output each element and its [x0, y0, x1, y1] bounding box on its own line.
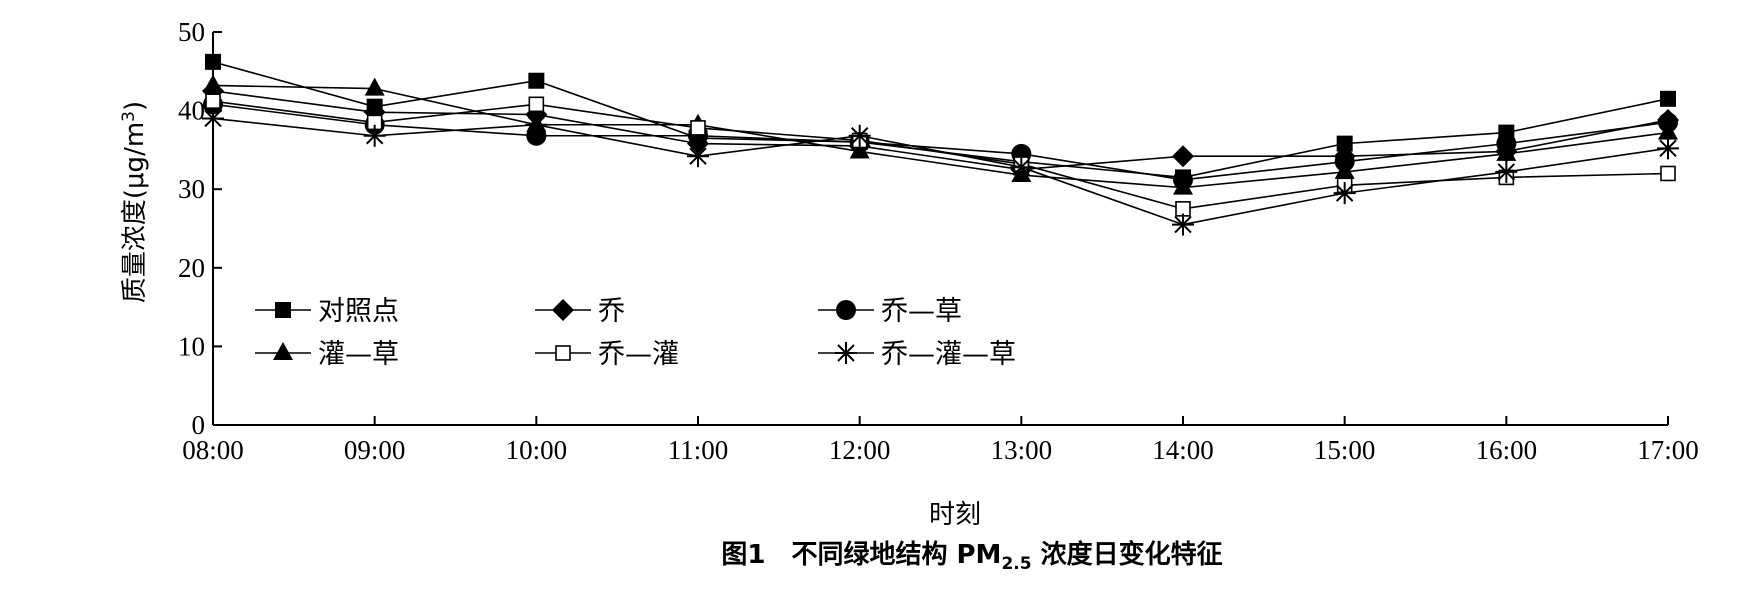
series-4-point-14-00 [1173, 176, 1193, 195]
y-axis-title-sup: 3 [119, 111, 139, 122]
series-layer [202, 53, 1679, 236]
series-5-point-08-00 [205, 93, 221, 109]
legend-marker-5 [555, 345, 571, 361]
series-2-line [212, 90, 1669, 171]
caption-subscript: 2.5 [1001, 554, 1031, 574]
series-1-point-15-00 [1336, 135, 1353, 152]
legend-item-1: 对照点 [255, 296, 399, 327]
series-5-point-11-00 [690, 120, 706, 136]
legend-label-5: 乔—灌 [598, 339, 679, 370]
x-tick-label-08-00: 08:00 [182, 435, 244, 465]
series-5-point-10-00 [528, 96, 545, 113]
series-4-line [212, 84, 1669, 189]
series-4-point-08-00 [203, 74, 223, 93]
x-tick-label-14-00: 14:00 [1152, 435, 1214, 465]
legend-item-5: 乔—灌 [535, 339, 679, 370]
series-4-point-17-00 [1658, 121, 1678, 140]
legend-item-4: 灌—草 [255, 339, 399, 370]
series-1-point-10-00 [528, 72, 545, 89]
series-4 [203, 74, 1678, 195]
legend-label-4: 灌—草 [318, 339, 399, 370]
series-6-point-16-00 [1495, 160, 1518, 183]
legend-item-2: 乔 [535, 296, 625, 327]
series-4-point-12-00 [849, 140, 870, 159]
series-6-point-15-00 [1333, 182, 1356, 205]
x-tick-label-16-00: 16:00 [1476, 435, 1538, 465]
x-tick-label-17-00: 17:00 [1637, 435, 1699, 465]
y-tick-label-50: 50 [178, 17, 205, 47]
legend-marker-3 [836, 300, 856, 320]
series-6-point-17-00 [1657, 137, 1679, 160]
series-5-line [212, 100, 1669, 210]
series-2 [202, 79, 1679, 181]
series-6-point-12-00 [848, 124, 871, 147]
series-4-point-09-00 [364, 77, 385, 96]
y-tick-label-40: 40 [178, 96, 205, 126]
series-6-point-10-00 [525, 113, 548, 136]
legend-marker-1 [275, 302, 291, 318]
caption-prefix: 图1 不同绿地结构 PM [721, 540, 1001, 570]
series-4-point-16-00 [1496, 142, 1517, 161]
y-tick-label-30: 30 [178, 174, 205, 204]
legend-label-1: 对照点 [318, 296, 399, 327]
series-1 [205, 53, 1676, 186]
y-axis-title-main: 质量浓度(μg/m [120, 122, 150, 303]
series-6-point-09-00 [363, 124, 386, 147]
legend: 对照点 乔 乔—草灌—草 乔—灌 乔—灌—草 [255, 296, 1016, 370]
series-1-point-08-00 [205, 53, 221, 70]
x-tick-label-11-00: 11:00 [668, 435, 729, 465]
series-2-point-14-00 [1172, 145, 1194, 168]
legend-marker-6 [835, 342, 857, 364]
legend-marker-4 [273, 342, 293, 360]
series-6-point-13-00 [1010, 156, 1033, 179]
caption-suffix: 浓度日变化特征 [1032, 539, 1223, 570]
series-3 [203, 94, 1678, 190]
legend-label-2: 乔 [598, 296, 625, 327]
series-1-point-17-00 [1660, 90, 1676, 107]
axes: 0 10 20 30 40 50 08:00 09:00 10:00 11:00 12:00 13:0… [178, 17, 1699, 465]
series-4-point-15-00 [1334, 160, 1355, 179]
figure-caption: 图1 不同绿地结构 PM2.5 浓度日变化特征 [721, 539, 1222, 574]
y-axis-title: 质量浓度(μg/m3) [119, 101, 150, 303]
y-axis-title-close: ) [120, 101, 150, 111]
x-axis-title: 时刻 [929, 500, 981, 530]
y-tick-label-10: 10 [178, 331, 205, 361]
legend-marker-2 [552, 299, 574, 321]
series-6-point-14-00 [1172, 213, 1194, 236]
series-6-point-11-00 [687, 145, 709, 168]
x-tick-label-13-00: 13:00 [991, 435, 1053, 465]
series-6-point-08-00 [202, 107, 224, 130]
series-6 [202, 107, 1679, 236]
y-tick-label-20: 20 [178, 253, 205, 283]
x-tick-label-12-00: 12:00 [829, 435, 891, 465]
legend-label-3: 乔—草 [881, 296, 962, 327]
x-tick-label-15-00: 15:00 [1314, 435, 1376, 465]
legend-item-3: 乔—草 [818, 296, 962, 327]
series-5-point-17-00 [1660, 165, 1676, 182]
series-6-line [212, 117, 1669, 226]
legend-label-6: 乔—灌—草 [881, 339, 1016, 370]
legend-item-6: 乔—灌—草 [818, 339, 1016, 370]
y-tick-label-0: 0 [192, 410, 206, 440]
x-tick-label-10-00: 10:00 [506, 435, 568, 465]
x-tick-label-09-00: 09:00 [344, 435, 406, 465]
